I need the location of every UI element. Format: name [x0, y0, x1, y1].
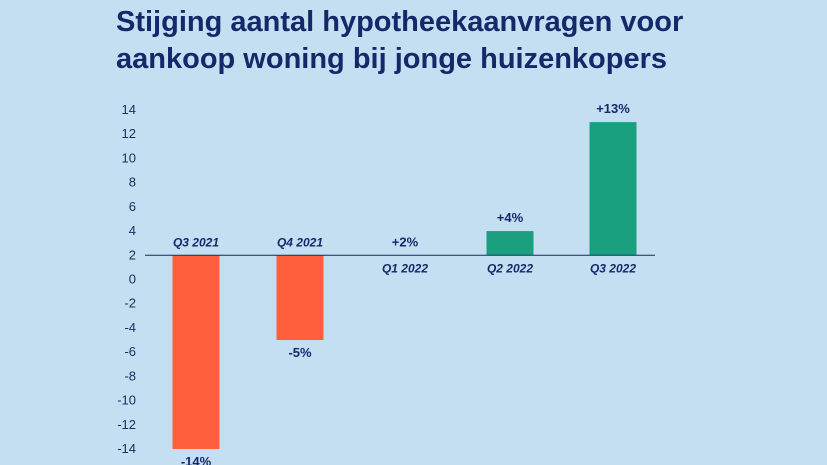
bars: [172, 122, 637, 449]
y-tick-label: -2: [124, 296, 136, 311]
chart-title-line-2: aankoop woning bij jonge huizenkopers: [116, 43, 668, 75]
y-tick-label: 8: [129, 175, 136, 190]
y-tick-label: 14: [122, 102, 136, 117]
category-label: Q1 2022: [382, 261, 428, 275]
category-label: Q4 2021: [277, 235, 323, 249]
y-tick-label: 10: [122, 150, 136, 165]
bar: [276, 255, 324, 341]
y-tick-label: -10: [117, 393, 136, 408]
labels: Q3 2021 -14% Q4 2021 -5% Q1 2022 +2% Q2 2022 +4…: [173, 101, 636, 465]
y-tick-label: 4: [129, 223, 136, 238]
chart-title-line-1: Stijging aantal hypotheekaanvragen voor: [116, 6, 684, 38]
y-tick-label: 12: [122, 126, 136, 141]
y-tick-label: -8: [124, 368, 136, 383]
data-label: +4%: [497, 210, 524, 225]
bar: [172, 255, 220, 449]
y-tick-label: 2: [129, 247, 136, 262]
data-label: +13%: [596, 101, 630, 116]
y-tick-label: -6: [124, 344, 136, 359]
data-label: -5%: [288, 345, 312, 360]
y-tick-label: 0: [129, 272, 136, 287]
bar: [486, 231, 534, 256]
category-label: Q3 2022: [590, 261, 636, 275]
category-label: Q2 2022: [487, 261, 533, 275]
y-tick-label: -4: [124, 320, 136, 335]
category-label: Q3 2021: [173, 235, 219, 249]
y-tick-label: -14: [117, 441, 136, 456]
y-tick-label: -12: [117, 417, 136, 432]
data-label: -14%: [181, 454, 212, 465]
y-tick-label: 6: [129, 199, 136, 214]
chart-title: Stijging aantal hypotheekaanvragen voor …: [116, 4, 816, 78]
y-axis: 14 12 10 8 6 4 2 0 -2 -4 -6 -8 -10 -12 -14: [117, 102, 136, 456]
data-label: +2%: [392, 234, 419, 249]
bar: [589, 122, 637, 256]
